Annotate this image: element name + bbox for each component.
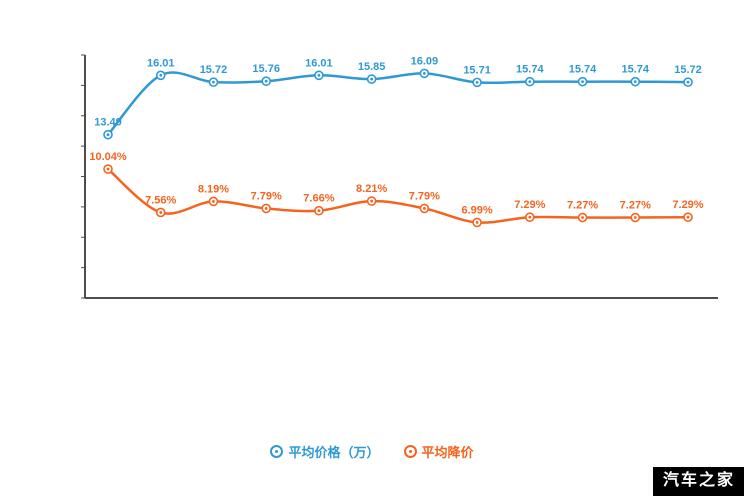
avg-price-point-label: 15.74 — [516, 64, 544, 76]
avg-discount-point-dot — [422, 207, 426, 210]
avg-price-point-dot — [106, 133, 110, 137]
avg-discount-point-label: 10.04% — [89, 151, 127, 163]
avg-discount-point-label: 6.99% — [461, 204, 492, 216]
avg-price-point-label: 15.71 — [463, 64, 491, 76]
avg-price-point-label: 16.01 — [147, 57, 175, 69]
avg-discount-point-label: 7.66% — [303, 193, 334, 205]
avg-price-point-label: 15.72 — [200, 64, 228, 76]
legend-label-avg-price: 平均价格（万） — [288, 445, 380, 460]
avg-discount-point-label: 7.27% — [620, 200, 651, 212]
avg-discount-point-label: 7.29% — [514, 199, 545, 211]
legend-label-avg-discount: 平均降价 — [421, 445, 474, 460]
avg-price-point-label: 13.49 — [94, 117, 122, 129]
avg-price-point-dot — [212, 80, 215, 84]
avg-price-point-dot — [159, 73, 163, 77]
chart-legend: 平均价格（万） 平均降价 — [0, 442, 744, 461]
avg-discount-point-label: 7.56% — [145, 194, 176, 206]
avg-price-point-dot — [686, 80, 690, 84]
autohome-watermark: 汽车之家 — [652, 467, 744, 496]
avg-discount-point-dot — [264, 207, 268, 210]
avg-discount-point-dot — [528, 215, 532, 219]
avg-price-point-dot — [528, 80, 532, 84]
avg-price-point-dot — [422, 72, 426, 75]
legend-item-avg-discount[interactable]: 平均降价 — [403, 442, 474, 461]
avg-price-point-label: 15.74 — [622, 64, 650, 76]
avg-price-point-label: 15.72 — [674, 64, 702, 76]
avg-discount-point-label: 8.19% — [198, 183, 229, 195]
avg-discount-point-label: 7.79% — [251, 190, 282, 202]
avg-price-line — [107, 71, 689, 136]
avg-price-point-dot — [264, 79, 268, 83]
avg-discount-series-marker-icon — [403, 445, 417, 458]
avg-price-point-dot — [475, 80, 479, 84]
avg-discount-point-dot — [686, 215, 690, 219]
avg-price-point-label: 16.01 — [305, 57, 333, 69]
avg-discount-point-label: 7.79% — [409, 190, 440, 202]
avg-discount-line — [107, 168, 689, 224]
avg-discount-point-dot — [370, 199, 374, 203]
avg-price-point-dot — [370, 77, 374, 81]
avg-discount-point-label: 8.21% — [356, 183, 387, 195]
avg-price-point-label: 16.09 — [411, 55, 439, 67]
avg-discount-point-label: 7.29% — [672, 199, 703, 211]
avg-price-point-dot — [317, 73, 321, 77]
avg-discount-point-dot — [317, 209, 321, 213]
avg-discount-point-dot — [159, 211, 163, 214]
avg-price-point-label: 15.85 — [358, 61, 386, 73]
avg-discount-point-dot — [212, 200, 215, 203]
avg-price-series-marker-icon — [270, 445, 284, 458]
avg-price-point-label: 15.74 — [569, 64, 597, 76]
legend-item-avg-price[interactable]: 平均价格（万） — [270, 442, 380, 461]
avg-discount-point-dot — [106, 167, 110, 171]
avg-price-point-dot — [633, 80, 637, 84]
avg-price-point-dot — [581, 80, 584, 84]
avg-price-point-label: 15.76 — [252, 63, 280, 75]
avg-discount-point-dot — [581, 216, 584, 219]
avg-discount-point-dot — [475, 221, 479, 224]
avg-discount-point-dot — [633, 216, 637, 219]
avg-discount-point-label: 7.27% — [567, 200, 598, 212]
